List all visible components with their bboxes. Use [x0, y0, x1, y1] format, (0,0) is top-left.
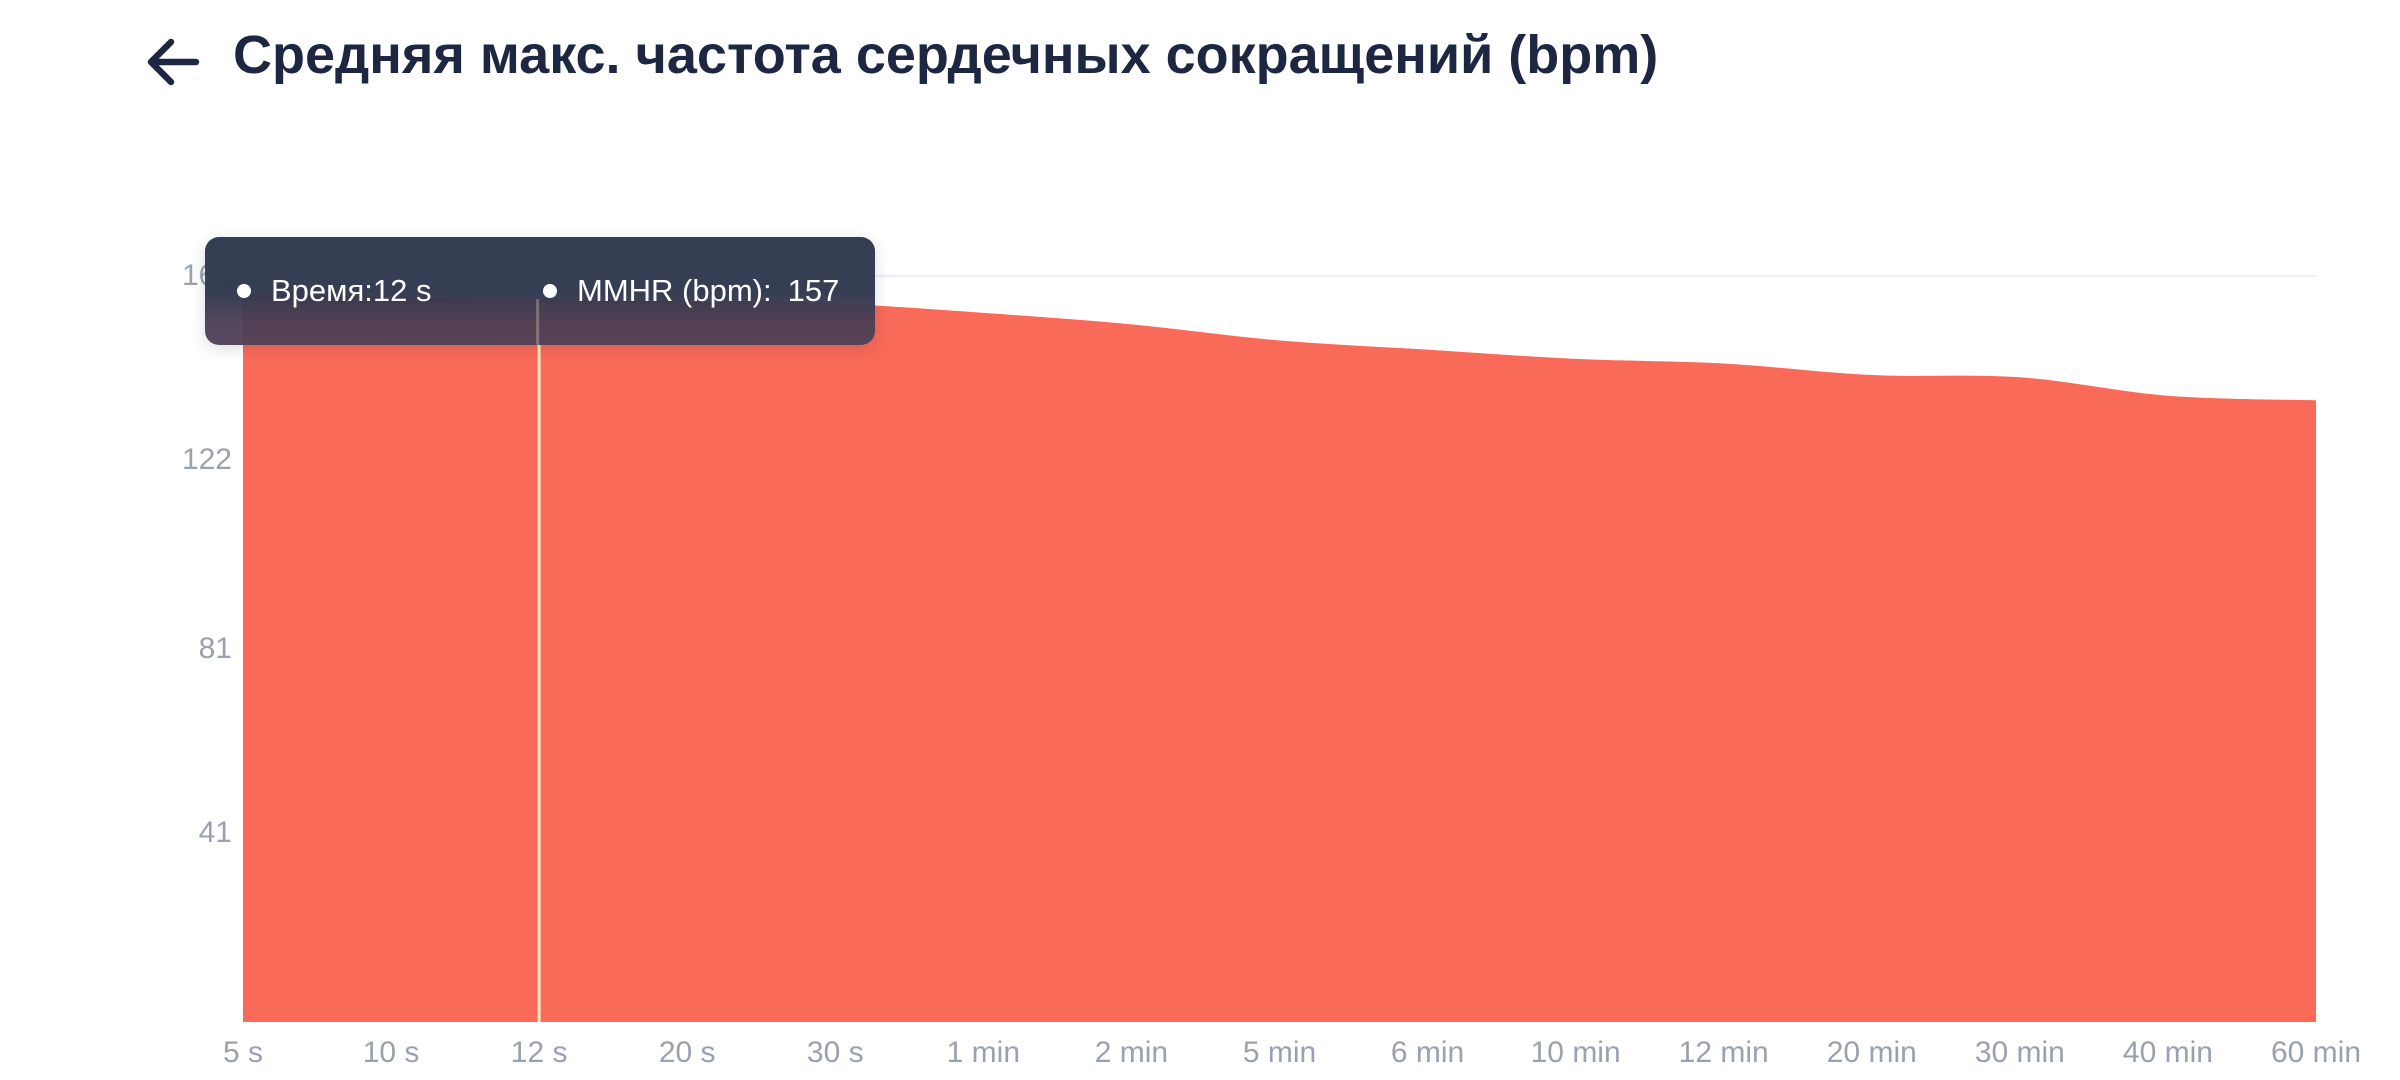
tooltip-series-label: MMHR (bpm):	[577, 273, 772, 308]
x-axis-tick-label: 30 min	[1974, 1036, 2065, 1069]
x-axis-tick-label: 60 min	[2270, 1036, 2362, 1069]
back-button[interactable]	[140, 30, 206, 94]
x-axis-tick-label: 2 min	[1094, 1036, 1169, 1069]
chart-tooltip: Время:12 s MMHR (bpm): 157	[205, 237, 875, 345]
y-axis-tick-label: 41	[198, 816, 232, 850]
x-axis-tick-label: 6 min	[1390, 1036, 1465, 1069]
x-axis-tick-label: 20 s	[658, 1036, 716, 1069]
x-axis-tick-label: 12 min	[1678, 1036, 1769, 1069]
x-axis-tick-label: 20 min	[1826, 1036, 1917, 1069]
y-axis-tick-label: 122	[181, 443, 232, 477]
x-axis-tick-label: 10 min	[1530, 1036, 1621, 1069]
bullet-dot-icon	[543, 284, 557, 298]
bullet-dot-icon	[237, 284, 251, 298]
x-axis-tick-label: 10 s	[362, 1036, 420, 1069]
x-axis-tick-label: 5 s	[222, 1036, 264, 1069]
x-axis-tick-label: 5 min	[1242, 1036, 1317, 1069]
highlight-line-glow	[536, 299, 539, 345]
header: Средняя макс. частота сердечных сокращен…	[0, 0, 2400, 120]
x-axis-tick-label: 1 min	[946, 1036, 1021, 1069]
x-axis-tick-label: 12 s	[510, 1036, 568, 1069]
x-axis-tick-label: 40 min	[2122, 1036, 2213, 1069]
x-axis-tick-label: 30 s	[806, 1036, 864, 1069]
arrow-left-icon	[147, 38, 200, 86]
y-axis-tick-label: 81	[198, 632, 232, 665]
tooltip-value-item: MMHR (bpm): 157	[543, 237, 839, 345]
tooltip-value: 157	[787, 273, 840, 308]
page-title: Средняя макс. частота сердечных сокращен…	[233, 25, 1659, 85]
tooltip-time-text: Время:12 s	[271, 273, 432, 308]
tooltip-time-item: Время:12 s	[237, 237, 431, 345]
heart-rate-area-series	[243, 294, 2316, 1022]
